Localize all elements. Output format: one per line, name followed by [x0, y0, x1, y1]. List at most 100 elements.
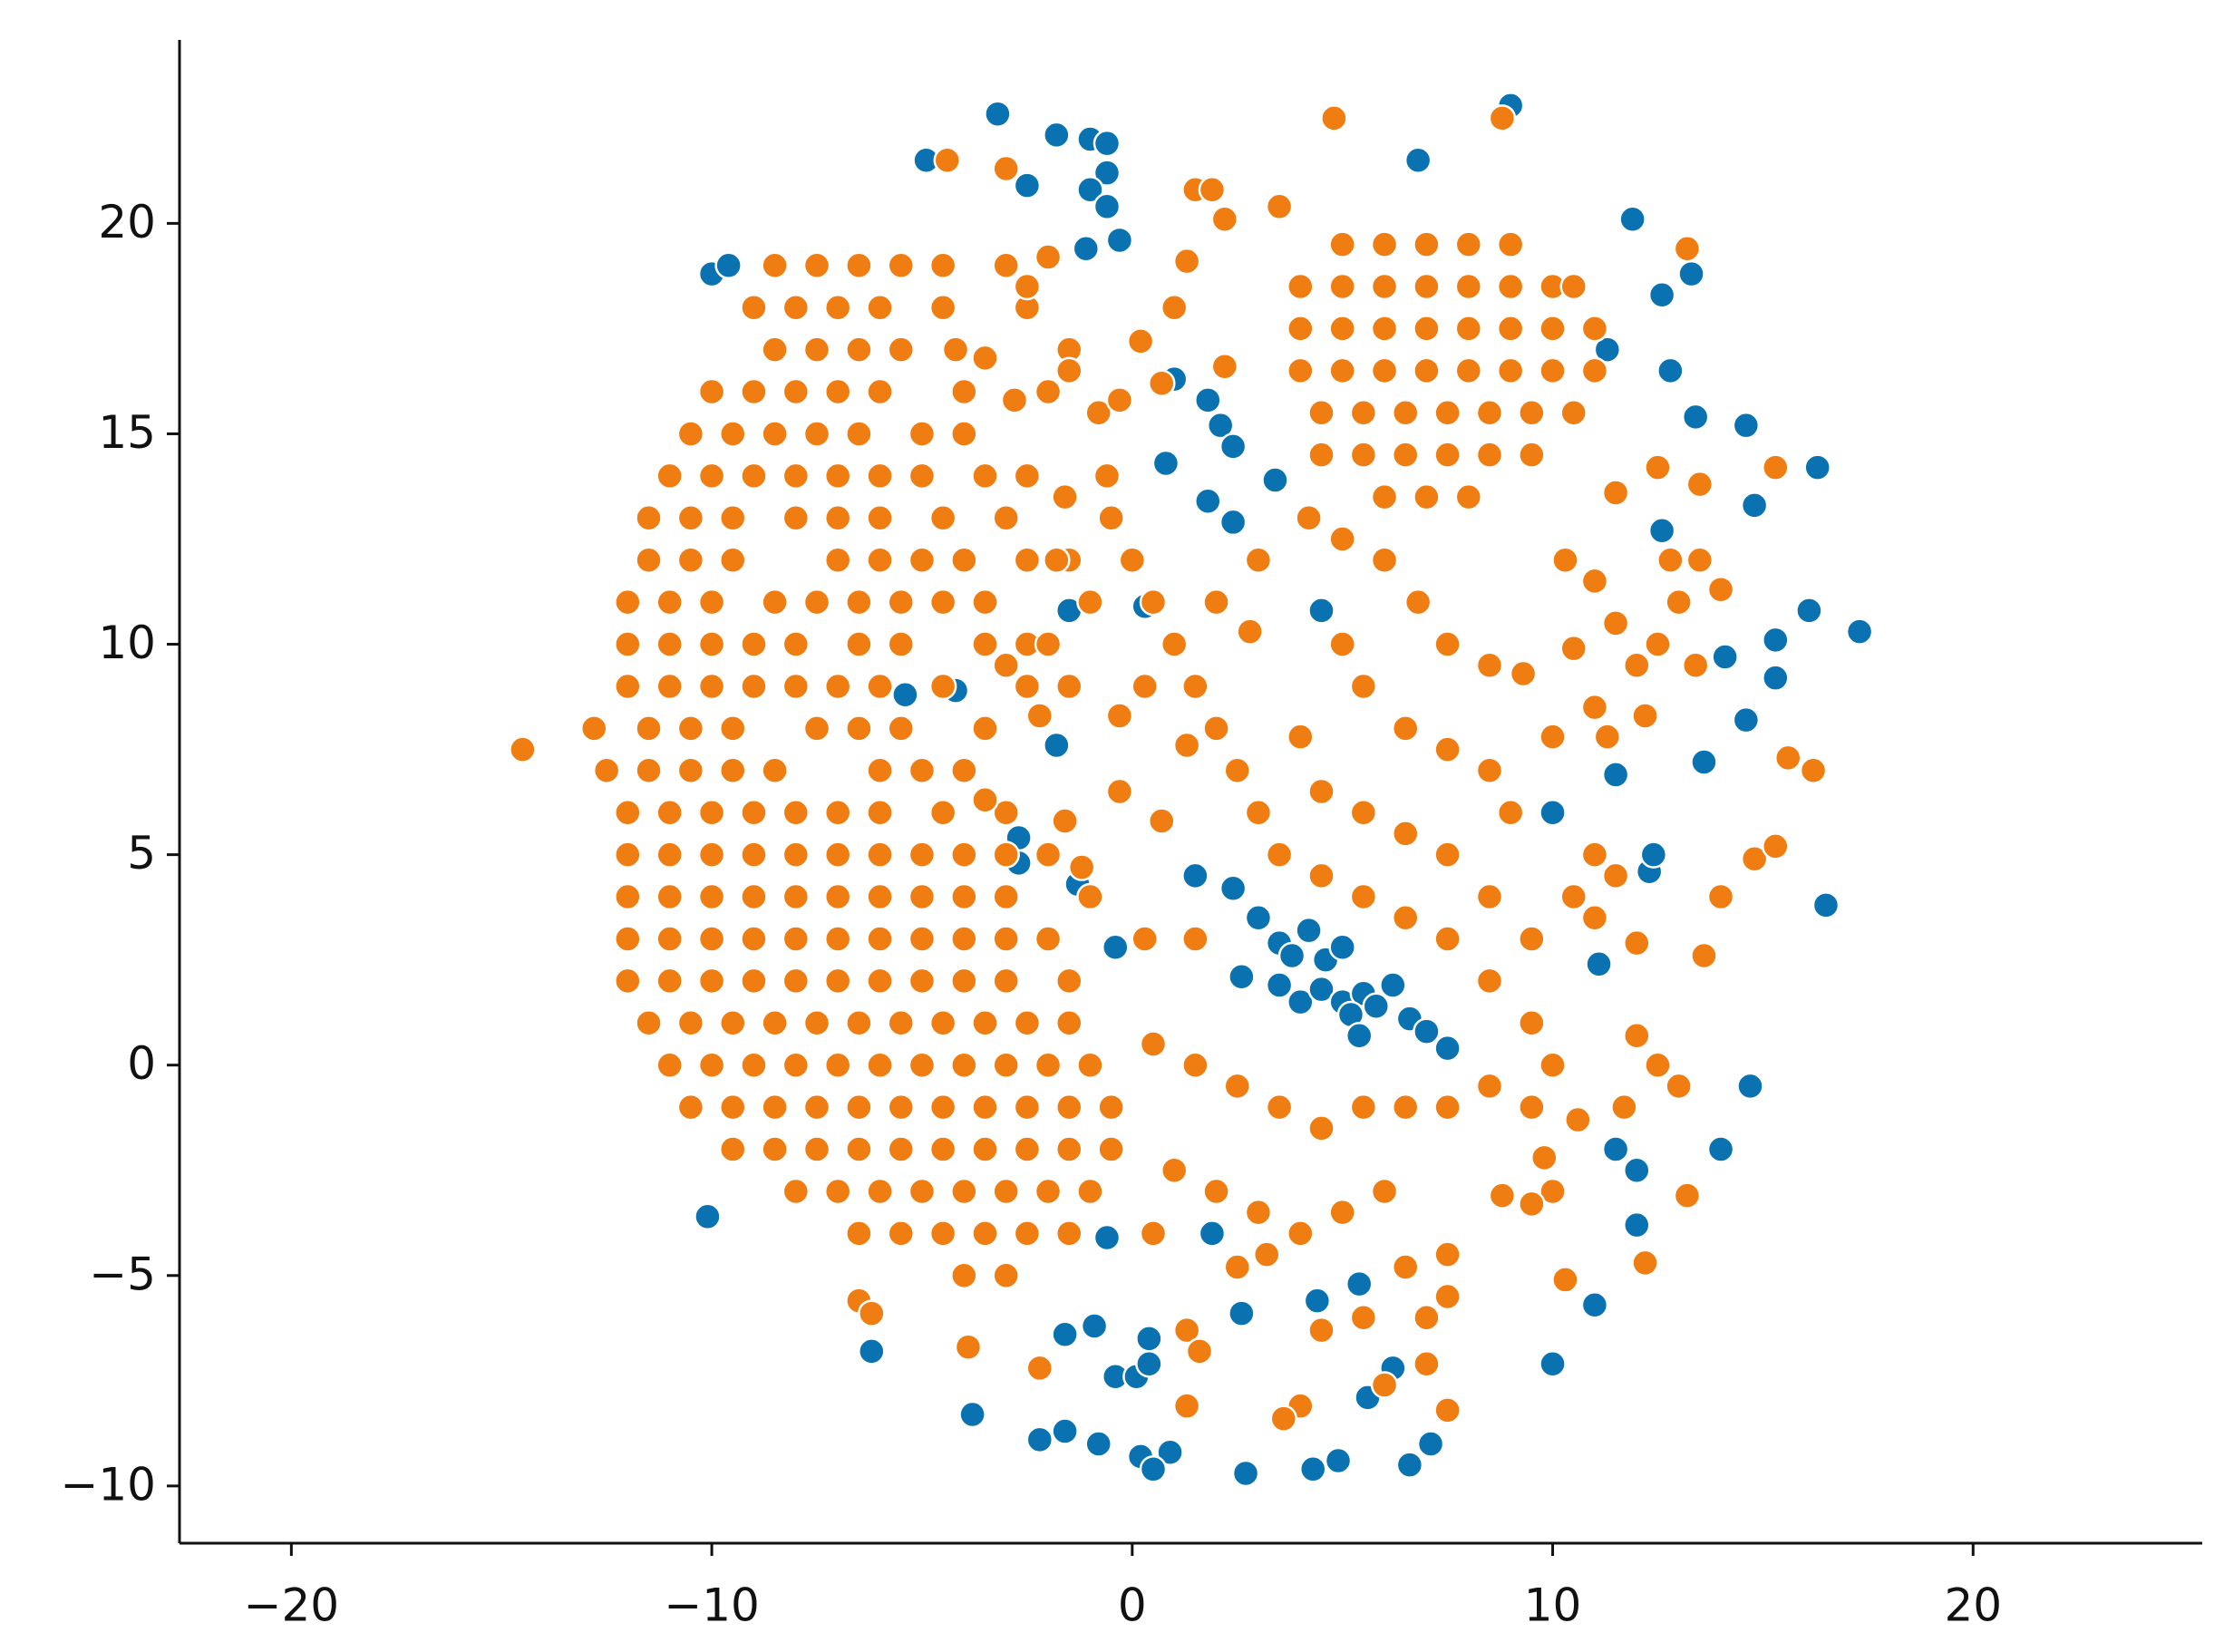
point: [656, 630, 684, 658]
point: [1025, 1425, 1054, 1454]
point: [1509, 659, 1538, 688]
point: [1265, 1093, 1294, 1122]
point: [971, 588, 999, 617]
point: [1055, 1009, 1083, 1037]
point: [1370, 482, 1399, 511]
point: [1328, 272, 1356, 301]
point: [1559, 399, 1588, 427]
point: [823, 462, 852, 491]
point: [1644, 630, 1672, 658]
point: [1564, 1105, 1592, 1134]
point: [1295, 504, 1323, 532]
point: [1580, 903, 1609, 932]
point: [992, 1177, 1020, 1206]
point: [676, 714, 705, 743]
point: [1055, 672, 1083, 701]
point: [1559, 882, 1588, 911]
point: [1034, 1051, 1063, 1079]
point: [1762, 832, 1790, 860]
point: [579, 714, 608, 743]
point: [1055, 967, 1083, 996]
point: [1181, 925, 1209, 953]
point: [635, 546, 663, 574]
point: [823, 546, 852, 574]
point: [1530, 1143, 1559, 1172]
point: [1488, 1181, 1517, 1210]
point: [887, 714, 916, 743]
point: [941, 335, 970, 364]
point: [1043, 731, 1071, 760]
point: [1076, 175, 1104, 204]
point: [992, 651, 1020, 680]
point: [950, 546, 978, 574]
point: [719, 1009, 747, 1037]
point: [761, 420, 789, 448]
point: [802, 251, 831, 280]
point: [1328, 933, 1356, 961]
point: [1496, 356, 1525, 385]
point: [509, 735, 537, 763]
point: [992, 1051, 1020, 1079]
point: [908, 756, 937, 785]
point: [1539, 1350, 1567, 1378]
point: [697, 630, 726, 658]
point: [1236, 617, 1264, 646]
point: [1601, 1135, 1630, 1163]
point: [1433, 1282, 1462, 1311]
point: [928, 1220, 957, 1248]
point: [984, 100, 1012, 128]
point: [908, 1177, 937, 1206]
point: [823, 377, 852, 406]
point: [1601, 761, 1630, 789]
point: [1269, 1404, 1298, 1433]
point: [950, 377, 978, 406]
point: [1181, 1051, 1209, 1079]
point: [1518, 441, 1546, 469]
point: [1673, 1181, 1702, 1210]
point: [782, 967, 811, 996]
point: [1219, 508, 1248, 537]
point: [802, 714, 831, 743]
point: [1097, 1093, 1125, 1122]
point: [1580, 567, 1609, 596]
point: [823, 925, 852, 953]
point: [1135, 1350, 1163, 1378]
point: [1198, 1220, 1227, 1248]
point: [1345, 1021, 1374, 1050]
point: [887, 251, 916, 280]
point: [656, 462, 684, 491]
point: [1287, 987, 1315, 1016]
point: [1496, 272, 1525, 301]
point: [697, 967, 726, 996]
point: [1131, 672, 1159, 701]
point: [954, 1333, 983, 1361]
point: [1413, 315, 1441, 343]
point: [1156, 1438, 1184, 1466]
point: [614, 925, 642, 953]
point: [1025, 1354, 1054, 1383]
point: [782, 841, 811, 869]
point: [740, 798, 768, 827]
point: [845, 420, 873, 448]
point: [1287, 356, 1315, 385]
point: [1287, 272, 1315, 301]
point: [1681, 651, 1710, 680]
point: [950, 1261, 978, 1290]
point: [1349, 672, 1378, 701]
point: [1644, 1051, 1672, 1079]
point: [1055, 1220, 1083, 1248]
point: [1677, 259, 1705, 288]
point: [1539, 1177, 1567, 1206]
point: [1685, 470, 1714, 499]
point: [1799, 756, 1828, 785]
point: [740, 630, 768, 658]
point: [858, 1337, 886, 1365]
point: [802, 420, 831, 448]
point: [845, 630, 873, 658]
point: [1013, 1093, 1042, 1122]
point: [866, 293, 894, 322]
point: [782, 882, 811, 911]
point: [1067, 853, 1096, 881]
point: [823, 1051, 852, 1079]
point: [1105, 777, 1134, 806]
